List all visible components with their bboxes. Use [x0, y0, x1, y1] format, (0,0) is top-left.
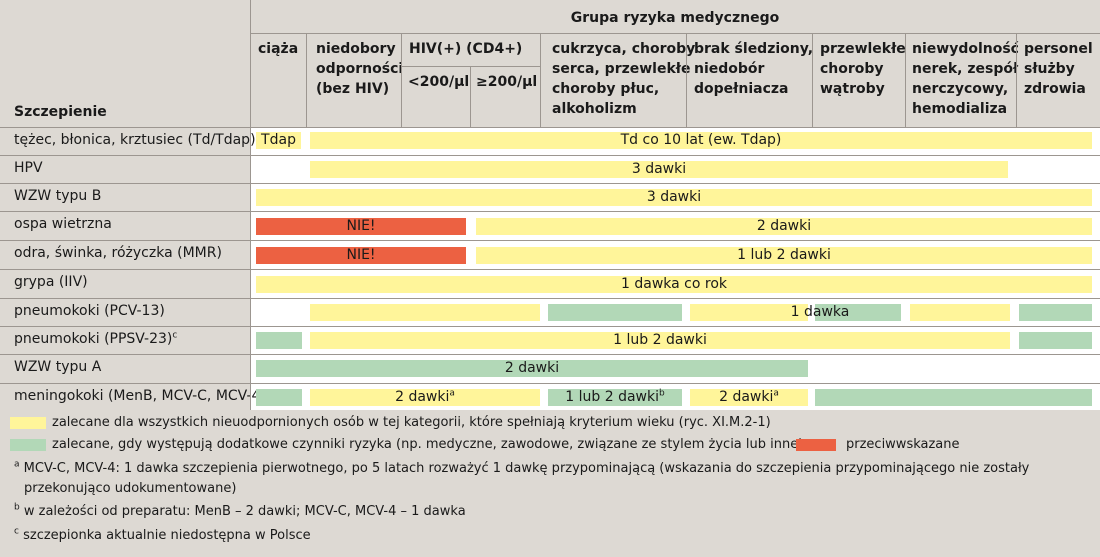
group-title: Grupa ryzyka medycznego — [570, 10, 780, 26]
footnote-c: c szczepionka aktualnie niedostępna w Po… — [14, 526, 311, 543]
grid-line — [0, 298, 1100, 299]
legend-swatch-red — [796, 439, 836, 451]
grid-line — [905, 33, 906, 127]
grid-line — [812, 33, 813, 127]
cell-bar-segment — [548, 304, 682, 321]
vaccine-column — [0, 0, 250, 410]
grid-line — [0, 183, 1100, 184]
row-label: ospa wietrzna — [14, 216, 112, 232]
col-header-hiv-low: <200/µl — [408, 74, 470, 90]
legend-red-text: przeciwwskazane — [846, 437, 960, 452]
row-label: WZW typu A — [14, 359, 102, 375]
footnote-a: a MCV-C, MCV-4: 1 dawka szczepienia pier… — [14, 459, 1030, 476]
row-label: odra, świnka, różyczka (MMR) — [14, 245, 222, 261]
col-header-asplenia: brak śledziony, niedobór dopełniacza — [694, 41, 814, 97]
col-header-diabetes-heart-lung: cukrzyca, choroby serca, przewlekłe chor… — [552, 41, 696, 117]
grid-line — [401, 33, 402, 127]
cell-bar-segment — [910, 304, 1010, 321]
col-header-liver: przewlekłe choroby wątroby — [820, 41, 906, 97]
cell-bar-segment — [256, 389, 302, 406]
grid-line — [0, 326, 1100, 327]
cell-bar-contraindicated: NIE! — [256, 218, 466, 235]
cell-bar-segment — [815, 304, 901, 321]
cell-bar-segment — [256, 332, 302, 349]
col-header-kidney: niewydolność nerek, zespół nerczycowy, h… — [912, 41, 1019, 117]
col-header-immunodeficiency: niedobory odporności (bez HIV) — [316, 41, 404, 97]
legend-swatch-yellow — [10, 417, 46, 429]
grid-line — [0, 127, 1100, 128]
col-header-pregnancy: ciąża — [258, 41, 299, 57]
grid-line — [306, 33, 307, 127]
footnote-b: b w zależości od preparatu: MenB – 2 daw… — [14, 502, 466, 519]
cell-bar-segment — [310, 304, 540, 321]
grid-line — [0, 211, 1100, 212]
grid-line — [0, 269, 1100, 270]
legend: zalecane dla wszystkich nieuodpornionych… — [0, 410, 1100, 557]
vaccine-column-header: Szczepienie — [14, 104, 107, 120]
cell-bar-segment — [1019, 304, 1092, 321]
row-label: tężec, błonica, krztusiec (Td/Tdap) — [14, 132, 256, 148]
cell-bar: 1 lub 2 dawki — [310, 332, 1010, 349]
cell-bar-segment — [1019, 332, 1092, 349]
grid-line — [0, 383, 1100, 384]
cell-bar-label: 1 dawka — [790, 304, 850, 320]
grid-line — [250, 33, 1100, 34]
legend-swatch-green — [10, 439, 46, 451]
grid-line — [0, 240, 1100, 241]
cell-bar-segment — [815, 389, 1092, 406]
row-label: meningokoki (MenB, MCV-C, MCV-4) — [14, 388, 266, 404]
legend-yellow-text: zalecane dla wszystkich nieuodpornionych… — [52, 415, 771, 430]
cell-bar-segment — [690, 304, 808, 321]
cell-bar: 3 dawki — [256, 189, 1092, 206]
row-label: pneumokoki (PPSV-23)c — [14, 330, 178, 347]
cell-bar: 1 lub 2 dawkib — [548, 389, 682, 406]
footnote-a-cont: przekonująco udokumentowane) — [24, 481, 237, 496]
grid-line — [0, 155, 1100, 156]
col-header-hiv-high: ≥200/µl — [476, 74, 538, 90]
cell-bar: 2 dawki — [256, 360, 808, 377]
col-header-health-personnel: personel służby zdrowia — [1024, 41, 1093, 97]
cell-bar: Td co 10 lat (ew. Tdap) — [310, 132, 1092, 149]
cell-bar: 2 dawkia — [690, 389, 808, 406]
cell-bar: 3 dawki — [310, 161, 1008, 178]
grid-line — [470, 66, 471, 127]
grid-line — [250, 0, 251, 410]
row-label: HPV — [14, 160, 43, 176]
cell-bar-contraindicated: NIE! — [256, 247, 466, 264]
grid-line — [686, 33, 687, 127]
legend-green-text: zalecane, gdy występują dodatkowe czynni… — [52, 437, 804, 452]
cell-bar: 1 lub 2 dawki — [476, 247, 1092, 264]
grid-line — [540, 33, 541, 127]
cell-bar: Tdap — [256, 132, 301, 149]
col-header-hiv: HIV(+) (CD4+) — [409, 41, 523, 57]
grid-line — [1016, 33, 1017, 127]
row-label: grypa (IIV) — [14, 274, 88, 290]
grid-line — [0, 354, 1100, 355]
cell-bar: 2 dawkia — [310, 389, 540, 406]
cell-bar: 2 dawki — [476, 218, 1092, 235]
row-label: pneumokoki (PCV-13) — [14, 303, 165, 319]
cell-bar: 1 dawka co rok — [256, 276, 1092, 293]
row-label: WZW typu B — [14, 188, 102, 204]
